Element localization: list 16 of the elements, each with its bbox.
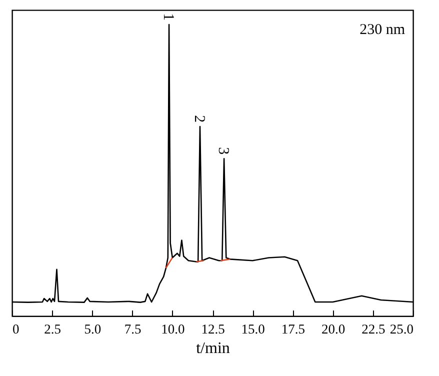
x-tick-label: 20.0 <box>321 322 346 336</box>
x-tick-label: 7.5 <box>124 322 142 336</box>
x-axis-title: t/min <box>196 340 230 357</box>
x-tick-label: 0 <box>12 322 20 336</box>
annotation: 2 <box>190 115 207 123</box>
x-tick-label: 5.0 <box>84 322 102 336</box>
x-tick-label: 12.5 <box>201 322 226 336</box>
x-tick-label: 25.0 <box>390 322 414 336</box>
x-tick-label: 22.5 <box>362 322 386 336</box>
x-tick-label: 10.0 <box>161 322 185 336</box>
x-tick-label: 17.5 <box>281 322 306 336</box>
annotation: 230 nm <box>360 22 406 38</box>
annotation: 1 <box>160 13 176 21</box>
x-tick-label: 15.0 <box>241 322 266 336</box>
annotation: 3 <box>215 147 232 155</box>
x-tick-label: 2.5 <box>44 322 62 336</box>
